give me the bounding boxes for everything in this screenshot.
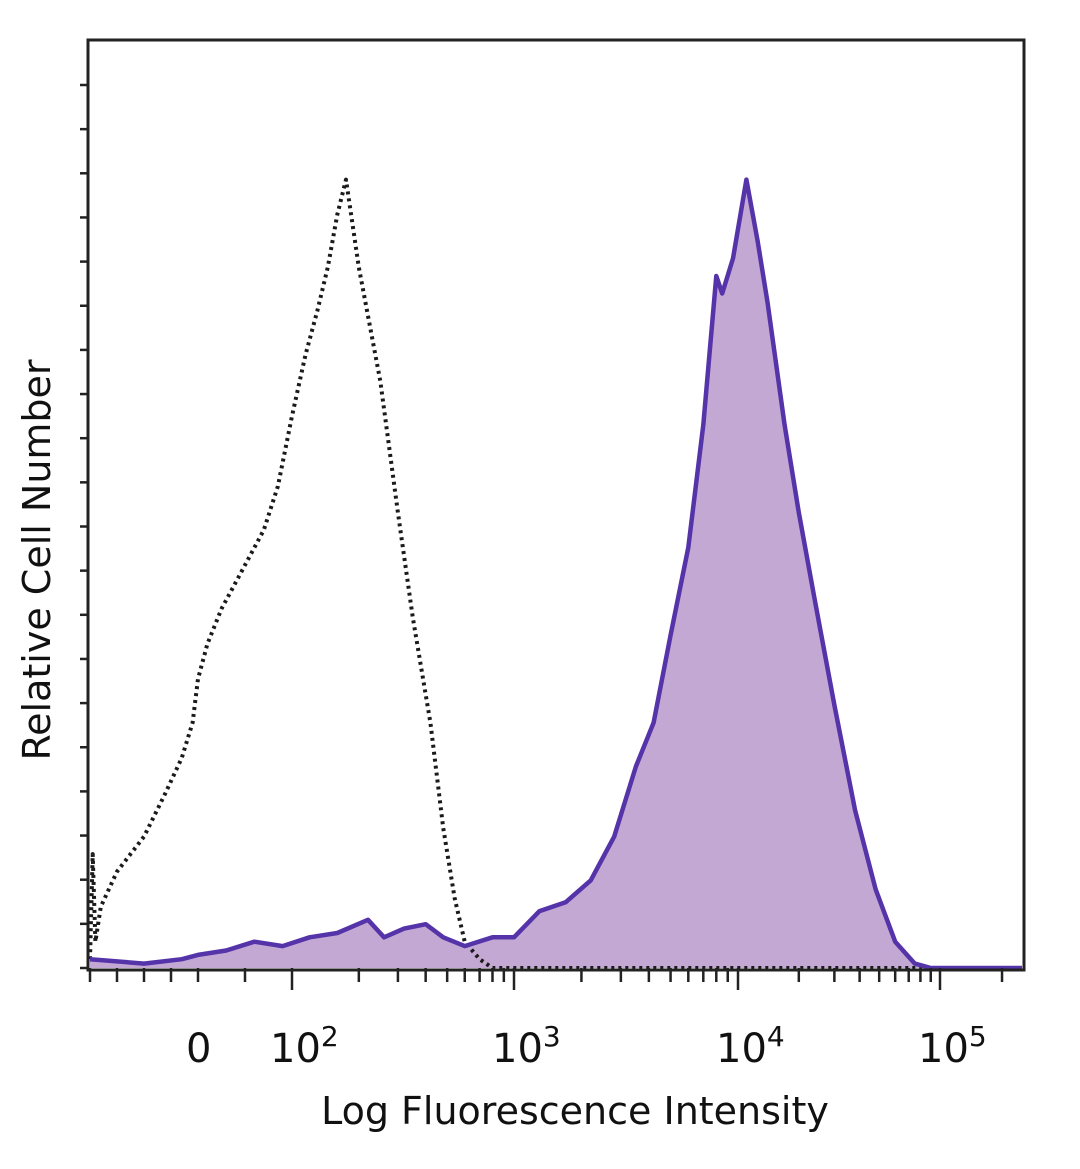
y-axis-title: Relative Cell Number [15, 359, 59, 760]
x-tick-labels: 0 102 103 104 105 [186, 1020, 987, 1072]
y-minor-ticks [80, 83, 88, 970]
x-minor-ticks [88, 968, 1004, 990]
x-axis-title: Log Fluorescence Intensity [321, 1089, 829, 1133]
x-tick-label: 104 [716, 1020, 785, 1072]
x-tick-label: 0 [186, 1026, 211, 1072]
plot-frame [86, 38, 1026, 972]
x-tick-label: 103 [492, 1020, 561, 1072]
series-layer [88, 177, 1022, 971]
series-1-line [89, 177, 1022, 971]
x-tick-label: 105 [918, 1020, 987, 1072]
series-1-area [90, 179, 1022, 969]
x-tick-label: 102 [270, 1020, 339, 1072]
